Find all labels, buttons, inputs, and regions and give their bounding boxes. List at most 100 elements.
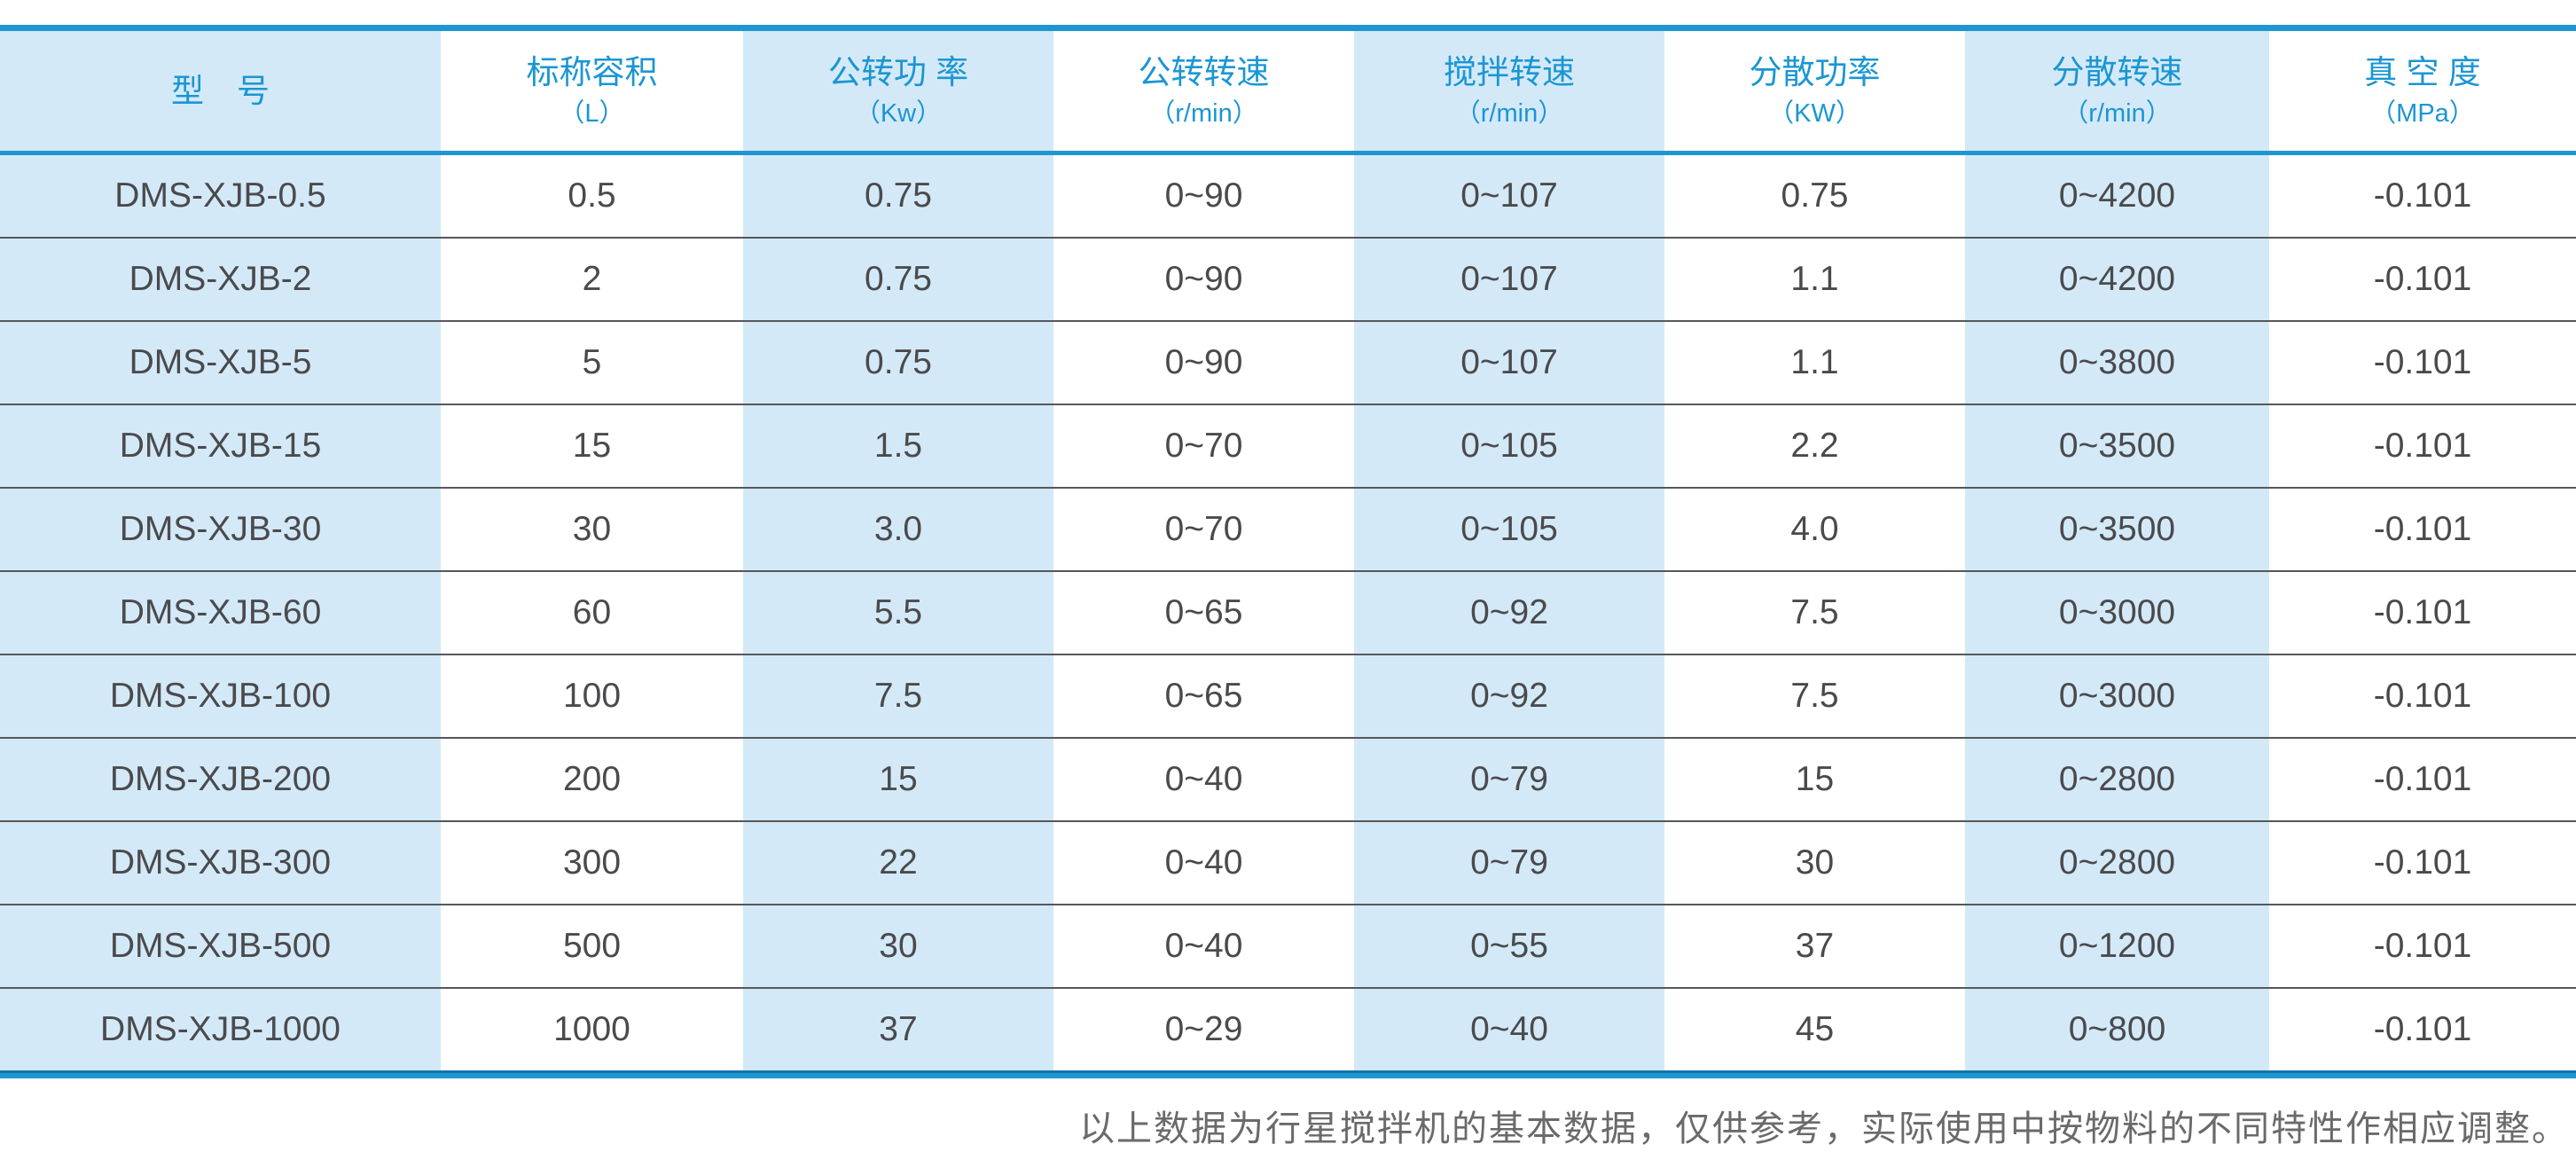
value-cell: 0~55 [1354, 905, 1664, 987]
row-separator [0, 654, 2576, 655]
value-cell: 0~105 [1354, 405, 1664, 487]
value-cell: 7.5 [743, 655, 1053, 737]
value-cell: 1.1 [1790, 260, 1839, 298]
value-cell: 15 [743, 739, 1053, 820]
value-cell: 0~29 [1164, 1010, 1243, 1048]
column-header: 真 空 度 （MPa） [2269, 31, 2576, 151]
model-cell: DMS-XJB-1000 [0, 989, 441, 1070]
value-cell: -0.101 [2373, 927, 2472, 965]
value-cell: 22 [743, 822, 1053, 904]
value-cell: -0.101 [2373, 1010, 2472, 1048]
value-cell: 3.0 [743, 489, 1053, 570]
value-cell: 0~3500 [1965, 489, 2269, 570]
table-row: DMS-XJB-5 5 0.75 0~90 0~107 1.1 0~3800 -0.101 [0, 322, 2576, 404]
value-cell: 4.0 [1790, 510, 1839, 548]
value-cell: 0~92 [1354, 655, 1664, 737]
value-cell: -0.101 [2373, 343, 2472, 381]
table-row: DMS-XJB-2 2 0.75 0~90 0~107 1.1 0~4200 -0.101 [0, 239, 2576, 320]
value-cell: 0~40 [1164, 927, 1243, 965]
bottom-rule [0, 1070, 2576, 1078]
row-separator [0, 404, 2576, 405]
value-cell: 0~70 [1164, 427, 1243, 465]
column-header-unit: （Kw） [854, 98, 943, 128]
column-header-unit: （r/min） [2063, 98, 2172, 128]
table-row: DMS-XJB-15 15 1.5 0~70 0~105 2.2 0~3500 -0.101 [0, 405, 2576, 487]
row-separator [0, 820, 2576, 822]
model-cell: DMS-XJB-5 [0, 322, 441, 404]
value-cell: -0.101 [2373, 760, 2472, 798]
value-cell: 60 [572, 593, 612, 631]
column-header: 搅拌转速 （r/min） [1354, 31, 1664, 151]
value-cell: -0.101 [2373, 260, 2472, 298]
value-cell: 100 [562, 677, 622, 715]
value-cell: 0~3500 [1965, 405, 2269, 487]
value-cell: 0.5 [568, 176, 616, 215]
value-cell: 30 [572, 510, 612, 548]
model-cell: DMS-XJB-2 [0, 239, 441, 320]
value-cell: 0~105 [1354, 489, 1664, 570]
value-cell: 15 [1795, 760, 1835, 798]
model-cell: DMS-XJB-500 [0, 905, 441, 987]
value-cell: 0~65 [1164, 593, 1243, 631]
value-cell: 0.75 [743, 155, 1053, 237]
value-cell: 0~3000 [1965, 572, 2269, 654]
column-header: 公转转速 （r/min） [1053, 31, 1354, 151]
value-cell: 1.1 [1790, 343, 1839, 381]
column-header: 型 号 [0, 31, 441, 151]
column-header-label: 真 空 度 [2364, 53, 2481, 90]
column-header-label: 型 号 [171, 73, 270, 109]
table-row: DMS-XJB-200 200 15 0~40 0~79 15 0~2800 -0.101 [0, 739, 2576, 820]
value-cell: -0.101 [2373, 176, 2472, 215]
column-header-unit: （MPa） [2370, 98, 2475, 128]
value-cell: 1000 [553, 1010, 630, 1048]
value-cell: 1.5 [743, 405, 1053, 487]
value-cell: 45 [1795, 1010, 1835, 1048]
value-cell: 0~70 [1164, 510, 1243, 548]
value-cell: 0~3000 [1965, 655, 2269, 737]
value-cell: 0~107 [1354, 239, 1664, 320]
value-cell: 0~40 [1164, 760, 1243, 798]
top-rule [0, 25, 2576, 31]
spec-table-sheet: 型 号 标称容积 （L） 公转功 率 （Kw） 公转转速 （r/min） 搅拌转速 （r/min… [0, 25, 2576, 1078]
column-header-unit: （r/min） [1454, 98, 1564, 128]
row-separator [0, 487, 2576, 489]
value-cell: 0~4200 [1965, 155, 2269, 237]
model-cell: DMS-XJB-100 [0, 655, 441, 737]
table-row: DMS-XJB-100 100 7.5 0~65 0~92 7.5 0~3000 -0.101 [0, 655, 2576, 737]
value-cell: 37 [1795, 927, 1835, 965]
table-row: DMS-XJB-0.5 0.5 0.75 0~90 0~107 0.75 0~4200 -0.… [0, 155, 2576, 237]
value-cell: 0.75 [743, 322, 1053, 404]
column-header-label: 标称容积 [526, 53, 658, 90]
value-cell: 0~107 [1354, 322, 1664, 404]
value-cell: 7.5 [1790, 677, 1839, 715]
model-cell: DMS-XJB-300 [0, 822, 441, 904]
value-cell: -0.101 [2373, 843, 2472, 882]
value-cell: 200 [562, 760, 622, 798]
value-cell: 0~90 [1164, 343, 1243, 381]
footnote: 以上数据为行星搅拌机的基本数据，仅供参考，实际使用中按物料的不同特性作相应调整。 [1079, 1109, 2569, 1148]
value-cell: 300 [562, 843, 622, 882]
value-cell: 0~4200 [1965, 239, 2269, 320]
value-cell: 0~79 [1354, 739, 1664, 820]
column-header-label: 分散功率 [1749, 53, 1881, 90]
table-row: DMS-XJB-1000 1000 37 0~29 0~40 45 0~800 -0.101 [0, 989, 2576, 1070]
value-cell: 0~2800 [1965, 739, 2269, 820]
value-cell: 0~107 [1354, 155, 1664, 237]
value-cell: 0~79 [1354, 822, 1664, 904]
column-header-label: 分散转速 [2051, 53, 2183, 90]
value-cell: -0.101 [2373, 677, 2472, 715]
model-cell: DMS-XJB-0.5 [0, 155, 441, 237]
value-cell: 0~40 [1164, 843, 1243, 882]
value-cell: 500 [562, 927, 622, 965]
value-cell: 0.75 [743, 239, 1053, 320]
table-header-row: 型 号 标称容积 （L） 公转功 率 （Kw） 公转转速 （r/min） 搅拌转速 （r/min… [0, 31, 2576, 151]
value-cell: 7.5 [1790, 593, 1839, 631]
value-cell: 0.75 [1781, 176, 1849, 215]
value-cell: 37 [743, 989, 1053, 1070]
value-cell: -0.101 [2373, 593, 2472, 631]
table-row: DMS-XJB-500 500 30 0~40 0~55 37 0~1200 -0.101 [0, 905, 2576, 987]
column-header: 公转功 率 （Kw） [743, 31, 1053, 151]
value-cell: 0~90 [1164, 176, 1243, 215]
row-separator [0, 320, 2576, 322]
column-header: 标称容积 （L） [441, 31, 743, 151]
